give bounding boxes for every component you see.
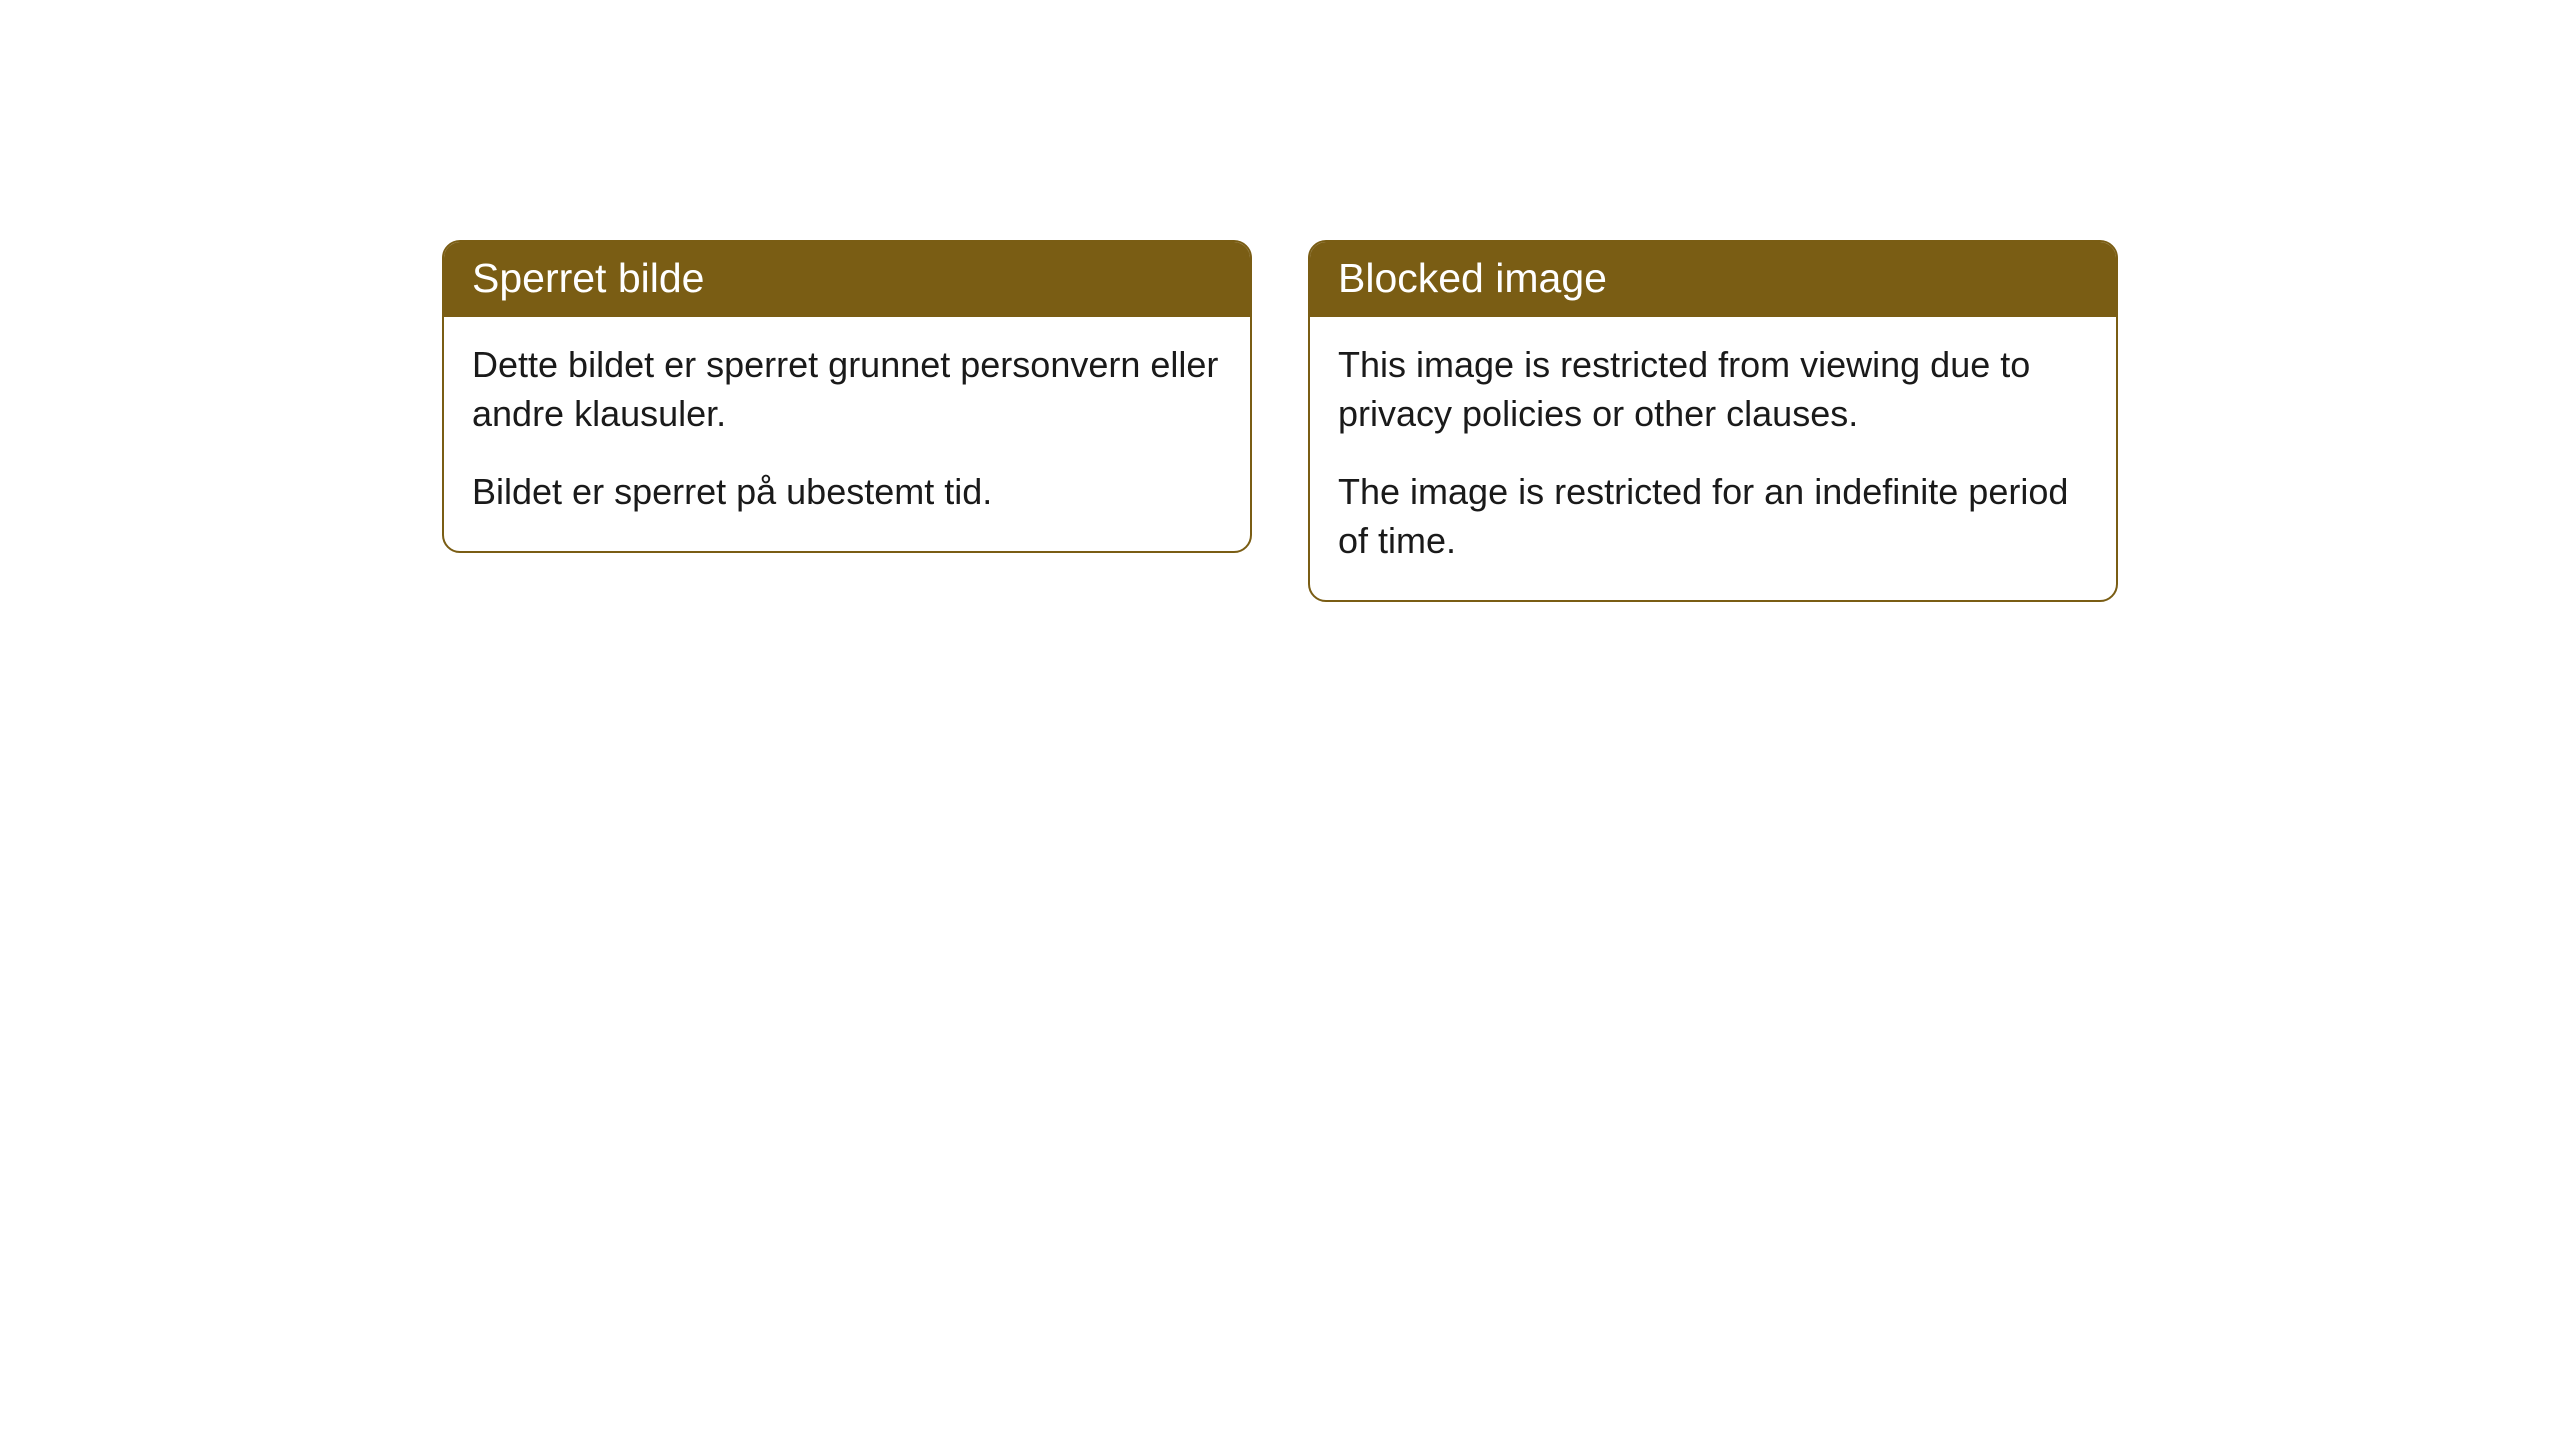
card-title-norwegian: Sperret bilde <box>444 242 1250 317</box>
notice-paragraph: This image is restricted from viewing du… <box>1338 341 2088 438</box>
notice-paragraph: Dette bildet er sperret grunnet personve… <box>472 341 1222 438</box>
blocked-image-card-norwegian: Sperret bilde Dette bildet er sperret gr… <box>442 240 1252 553</box>
card-title-english: Blocked image <box>1310 242 2116 317</box>
notice-paragraph: Bildet er sperret på ubestemt tid. <box>472 468 1222 517</box>
card-body-english: This image is restricted from viewing du… <box>1310 317 2116 599</box>
notice-container: Sperret bilde Dette bildet er sperret gr… <box>442 240 2118 1440</box>
notice-paragraph: The image is restricted for an indefinit… <box>1338 468 2088 565</box>
blocked-image-card-english: Blocked image This image is restricted f… <box>1308 240 2118 602</box>
card-body-norwegian: Dette bildet er sperret grunnet personve… <box>444 317 1250 551</box>
